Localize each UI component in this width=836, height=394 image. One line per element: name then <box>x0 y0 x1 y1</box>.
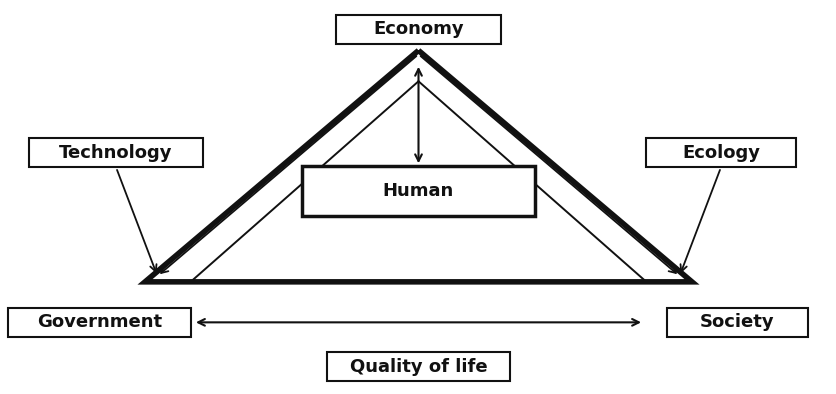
Text: Ecology: Ecology <box>681 144 759 162</box>
FancyArrowPatch shape <box>415 69 421 161</box>
Text: Technology: Technology <box>59 144 172 162</box>
FancyBboxPatch shape <box>8 308 191 337</box>
Text: Quality of life: Quality of life <box>349 358 487 376</box>
Text: Government: Government <box>37 313 162 331</box>
Text: Society: Society <box>700 313 774 331</box>
FancyArrowPatch shape <box>161 56 415 273</box>
FancyBboxPatch shape <box>302 166 534 216</box>
FancyBboxPatch shape <box>29 138 203 167</box>
Text: Human: Human <box>382 182 454 200</box>
FancyBboxPatch shape <box>327 352 509 381</box>
FancyBboxPatch shape <box>645 138 794 167</box>
FancyBboxPatch shape <box>666 308 807 337</box>
FancyBboxPatch shape <box>335 15 501 44</box>
Text: Economy: Economy <box>373 20 463 38</box>
FancyArrowPatch shape <box>198 319 638 326</box>
FancyArrowPatch shape <box>680 170 719 271</box>
FancyArrowPatch shape <box>117 170 156 271</box>
FancyArrowPatch shape <box>421 56 675 273</box>
